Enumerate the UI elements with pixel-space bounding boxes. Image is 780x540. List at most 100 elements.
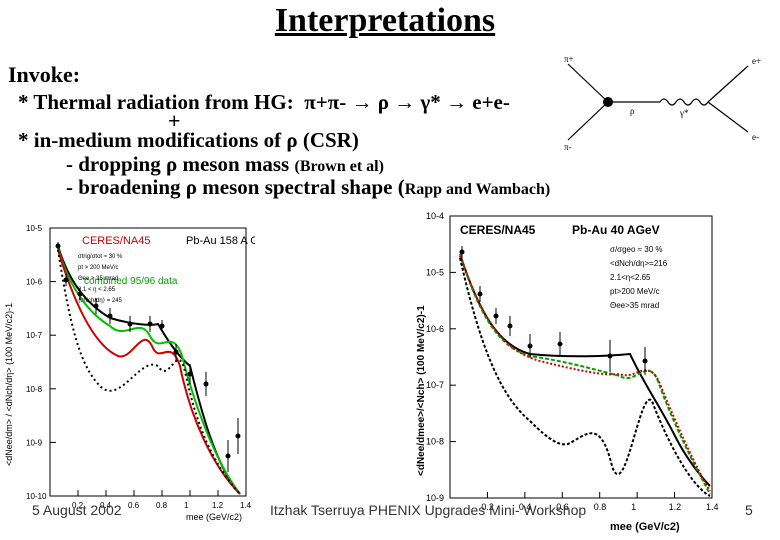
- model-curve: [459, 253, 711, 487]
- y-tick-label: 10-6: [426, 324, 444, 334]
- data-point: [55, 243, 61, 249]
- data-point: [107, 313, 113, 319]
- x-tick-label: 1.4: [240, 501, 252, 510]
- dropping-reference: (Brown et al): [294, 158, 384, 175]
- y-ticks: 10-4 10-5 10-6 10-7 10-8 10-9: [426, 211, 456, 503]
- y-axis-label: <dNee/dmee>/<Nch> (100 MeV/c2)-1: [416, 305, 427, 476]
- x-ticks: 0.2 0.4 0.6 0.8 1 1.2 1.4: [72, 490, 252, 510]
- footer-page-number: 5: [745, 502, 753, 518]
- pi-minus-line: [567, 101, 609, 141]
- cuts-block: σ/σgeo ≈ 30 % <dNch/dη>=216 2.1<η<2.65 pt>2…: [610, 245, 668, 310]
- x-tick-label: 0.6: [128, 501, 140, 510]
- y-tick-label: 10-8: [26, 385, 43, 394]
- data-point: [127, 321, 133, 327]
- data-point: [493, 313, 499, 319]
- data-point: [459, 249, 465, 255]
- experiment-label: CERES/NA45: [82, 235, 150, 247]
- data-point: [477, 291, 483, 297]
- x-tick-label: 0.4: [100, 501, 112, 510]
- plot-40-agev: 10-4 10-5 10-6 10-7 10-8 10-9 0.2 0.4 0.6 0.8 1 1.…: [400, 206, 730, 536]
- sub-bullet-broadening: - broadening ρ meson spectral shape (Rap…: [66, 175, 550, 200]
- model-curve: [57, 245, 241, 495]
- broadening-reference: Rapp and Wambach): [404, 181, 551, 198]
- pi-plus-line: [567, 63, 609, 103]
- cuts-block: σtrig/σtot ≈ 30 % pt > 200 MeV/c Θee > 35 …: [78, 254, 123, 304]
- cut-label: ⟨dNch/dη⟩ = 245: [78, 297, 123, 304]
- x-ticks: 0.2 0.4 0.6 0.8 1 1.2 1.4: [481, 492, 719, 512]
- data-point: [527, 343, 533, 349]
- y-tick-label: 10-9: [26, 438, 43, 447]
- y-tick-label: 10-4: [426, 211, 444, 221]
- plus-sign: +: [168, 108, 181, 133]
- y-axis-label: <dNee/dm> / <dNch/dη> (100 MeV/c2)-1: [4, 303, 14, 466]
- bullet-thermal-radiation: * Thermal radiation from HG: π+π- → ρ → …: [18, 90, 510, 115]
- experiment-label: CERES/NA45: [460, 223, 536, 237]
- data-point: [507, 323, 513, 329]
- data-point: [159, 323, 165, 329]
- y-tick-label: 10-10: [26, 492, 47, 501]
- model-curve: [459, 257, 711, 497]
- data-annotation: combined 95/96 data: [84, 276, 178, 287]
- footer-author: Itzhak Tserruya PHENIX Upgrades Mini- Wo…: [270, 502, 587, 518]
- y-tick-label: 10-6: [26, 278, 43, 287]
- y-tick-label: 10-8: [426, 437, 444, 447]
- y-tick-label: 10-9: [426, 493, 444, 503]
- data-point: [93, 303, 99, 309]
- cut-label: 2.1<η<2.65: [610, 273, 651, 282]
- data-point: [203, 381, 209, 387]
- data-point: [77, 291, 83, 297]
- dropping-text: - dropping ρ meson mass: [66, 152, 290, 176]
- x-tick-label: 1: [631, 502, 636, 512]
- rho-label: ρ: [630, 106, 635, 116]
- system-label: Pb-Au 40 AGeV: [572, 223, 660, 237]
- data-points: [55, 242, 241, 472]
- model-curve: [459, 253, 711, 495]
- cut-label: σtrig/σtot ≈ 30 %: [78, 254, 123, 260]
- broadening-text: - broadening ρ meson spectral shape (: [66, 175, 405, 199]
- x-tick-label: 1.2: [669, 502, 682, 512]
- pi-plus-label: π+: [564, 54, 574, 64]
- y-tick-label: 10-7: [426, 380, 444, 390]
- e-plus-label: e+: [752, 56, 761, 66]
- x-axis-label: mee (GeV/c2): [610, 521, 680, 533]
- plot-frame: [449, 215, 713, 499]
- data-point: [557, 341, 563, 347]
- cut-label: Θee>35 mrad: [610, 301, 659, 310]
- thermal-radiation-formula: π+π- → ρ → γ* → e+e-: [304, 90, 510, 114]
- photon-line: [659, 98, 709, 106]
- curves: [57, 245, 241, 495]
- pi-minus-label: π-: [564, 142, 572, 152]
- data-point: [147, 321, 153, 327]
- x-tick-label: 1.2: [212, 501, 224, 510]
- cut-label: pt>200 MeV/c: [610, 287, 660, 296]
- data-point: [235, 433, 241, 439]
- cut-label: σ/σgeo ≈ 30 %: [610, 245, 663, 254]
- x-axis-label: mee (GeV/c2): [186, 512, 242, 522]
- plot-158-agev: 10-5 10-6 10-7 10-8 10-9 10-10 0.2 0.4 0.6 0.8 1 1…: [0, 206, 255, 526]
- x-tick-label: 0.2: [72, 501, 84, 510]
- system-label: Pb-Au 158 A GeV: [186, 235, 255, 247]
- data-point: [225, 453, 231, 459]
- bullet-in-medium: * in-medium modifications of ρ (CSR): [18, 128, 359, 152]
- x-tick-label: 0.2: [481, 502, 494, 512]
- data-point: [607, 353, 613, 359]
- data-point: [173, 349, 179, 355]
- data-point: [187, 371, 193, 377]
- y-ticks: 10-5 10-6 10-7 10-8 10-9 10-10: [26, 224, 56, 501]
- y-tick-label: 10-5: [26, 224, 43, 233]
- feynman-diagram: π+ π- ρ γ* e+ e-: [564, 54, 761, 152]
- x-tick-label: 1.4: [706, 502, 719, 512]
- e-minus-line: [707, 101, 749, 133]
- invoke-heading: Invoke:: [8, 62, 81, 87]
- thermal-radiation-label: * Thermal radiation from HG:: [18, 90, 294, 114]
- gamma-label: γ*: [679, 108, 689, 118]
- plot-frame: [49, 227, 247, 497]
- cut-label: Θee > 35 mrad: [78, 276, 118, 282]
- x-tick-label: 0.6: [556, 502, 569, 512]
- slide-title: Interpretations: [274, 2, 496, 39]
- y-tick-label: 10-7: [26, 331, 43, 340]
- sub-bullet-dropping: - dropping ρ meson mass (Brown et al): [66, 152, 384, 177]
- curves: [459, 253, 711, 497]
- data-points: [459, 246, 648, 375]
- x-tick-label: 0.4: [519, 502, 532, 512]
